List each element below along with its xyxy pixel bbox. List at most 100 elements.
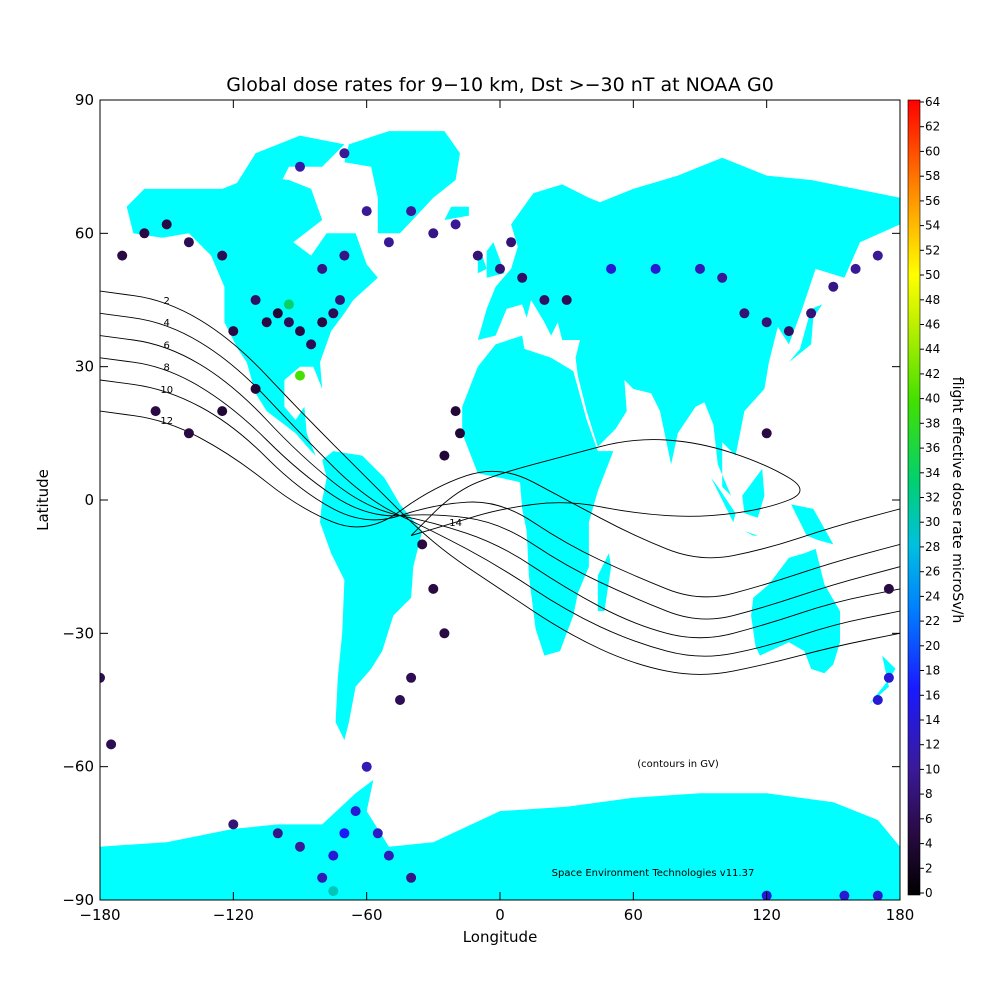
dose-point bbox=[417, 539, 428, 550]
dose-point bbox=[183, 428, 194, 439]
dose-point bbox=[883, 672, 894, 683]
colorbar-tick-label: 32 bbox=[925, 491, 940, 505]
dose-point bbox=[872, 890, 883, 900]
contour-line-4 bbox=[100, 312, 900, 657]
contour-lines: 2 4 6 8 10 12 14 bbox=[100, 290, 900, 675]
dose-point bbox=[761, 428, 772, 439]
dose-point bbox=[328, 850, 339, 861]
x-tick-label: 120 bbox=[752, 906, 781, 924]
colorbar-tick-label: 24 bbox=[925, 589, 940, 603]
dose-point bbox=[406, 206, 417, 217]
colorbar-tick-label: 28 bbox=[925, 540, 940, 554]
contour-line-8 bbox=[100, 357, 900, 620]
colorbar-tick-label: 52 bbox=[925, 243, 940, 257]
plot-area: 2 4 6 8 10 12 14 bbox=[100, 100, 900, 900]
y-axis: 90 60 30 0 −30 −60 −90 bbox=[62, 91, 900, 909]
dose-point bbox=[606, 263, 617, 274]
x-tick-label: −60 bbox=[351, 906, 383, 924]
dose-point bbox=[450, 219, 461, 230]
dose-point bbox=[100, 672, 105, 683]
colorbar-ticks: 0246810121416182022242628303234363840424… bbox=[920, 95, 940, 900]
dose-point bbox=[295, 326, 305, 337]
dose-point bbox=[761, 317, 772, 328]
colorbar-tick-label: 2 bbox=[925, 861, 933, 875]
colorbar-tick-label: 54 bbox=[925, 219, 940, 233]
land-masses bbox=[100, 131, 900, 900]
dose-point bbox=[161, 219, 172, 230]
colorbar-tick-label: 10 bbox=[925, 762, 940, 776]
land-mass bbox=[711, 477, 736, 523]
colorbar-tick-label: 64 bbox=[925, 95, 940, 109]
dose-point bbox=[650, 263, 661, 274]
dose-point bbox=[455, 428, 465, 439]
dose-point bbox=[806, 308, 817, 319]
land-mass bbox=[868, 655, 896, 705]
contour-label-8: 8 bbox=[164, 363, 170, 374]
y-tick-label: 60 bbox=[75, 224, 94, 242]
colorbar-tick-label: 22 bbox=[925, 614, 940, 628]
dose-point bbox=[335, 295, 345, 305]
land-mass bbox=[744, 531, 758, 536]
dose-point bbox=[517, 272, 528, 283]
dose-point bbox=[395, 695, 405, 705]
colorbar-tick-label: 16 bbox=[925, 688, 940, 702]
colorbar-tick-label: 50 bbox=[925, 268, 940, 282]
x-tick-label: 180 bbox=[886, 906, 915, 924]
colorbar-tick-label: 6 bbox=[925, 812, 933, 826]
land-mass bbox=[597, 553, 612, 612]
colorbar-tick-label: 48 bbox=[925, 293, 940, 307]
dose-point bbox=[695, 263, 705, 274]
dose-point bbox=[339, 828, 350, 839]
dose-point bbox=[306, 339, 317, 350]
contour-note: (contours in GV) bbox=[637, 759, 719, 770]
contour-line-10 bbox=[100, 379, 900, 598]
contour-label-2: 2 bbox=[164, 296, 170, 307]
colorbar-tick-label: 38 bbox=[925, 416, 940, 430]
dose-point bbox=[261, 317, 272, 328]
y-tick-label: 30 bbox=[75, 358, 94, 376]
dose-point bbox=[317, 872, 328, 883]
colorbar-tick-label: 42 bbox=[925, 367, 940, 381]
dose-point bbox=[317, 317, 328, 328]
x-tick-label: −120 bbox=[213, 906, 254, 924]
chart-title: Global dose rates for 9−10 km, Dst >−30 … bbox=[226, 74, 774, 96]
colorbar-tick-label: 46 bbox=[925, 318, 940, 332]
dose-point bbox=[383, 850, 394, 861]
land-mass bbox=[788, 304, 823, 363]
dose-point bbox=[406, 672, 417, 683]
dose-point bbox=[106, 739, 117, 750]
dose-point bbox=[439, 450, 450, 461]
y-axis-label: Latitude bbox=[34, 469, 52, 531]
dose-point bbox=[372, 828, 383, 839]
x-tick-label: −180 bbox=[79, 906, 120, 924]
contour-label-14: 14 bbox=[449, 518, 462, 529]
dose-point bbox=[506, 237, 517, 248]
land-mass bbox=[791, 504, 834, 545]
colorbar-tick-label: 56 bbox=[925, 194, 940, 208]
dose-point bbox=[883, 583, 894, 594]
y-tick-label: 0 bbox=[84, 491, 94, 509]
colorbar-tick-label: 18 bbox=[925, 664, 940, 678]
dose-point bbox=[850, 263, 861, 274]
land-mass bbox=[742, 468, 765, 518]
x-tick-label: 60 bbox=[624, 906, 643, 924]
dose-point bbox=[428, 228, 439, 239]
credit-text: Space Environment Technologies v11.37 bbox=[552, 868, 755, 879]
y-tick-label: −90 bbox=[62, 891, 94, 909]
dose-point bbox=[283, 299, 294, 310]
land-mass bbox=[344, 131, 460, 234]
dose-point bbox=[383, 237, 394, 248]
colorbar-tick-label: 12 bbox=[925, 738, 940, 752]
dose-point bbox=[495, 263, 505, 274]
dose-point bbox=[283, 317, 294, 328]
colorbar-tick-label: 26 bbox=[925, 565, 940, 579]
dose-point bbox=[295, 370, 305, 381]
colorbar-tick-label: 4 bbox=[925, 837, 933, 851]
contour-line-2 bbox=[100, 290, 900, 675]
dose-point bbox=[139, 228, 150, 239]
x-axis-label: Longitude bbox=[463, 928, 538, 946]
dose-points bbox=[100, 148, 894, 900]
dose-point bbox=[872, 250, 883, 261]
land-mass bbox=[444, 206, 469, 220]
